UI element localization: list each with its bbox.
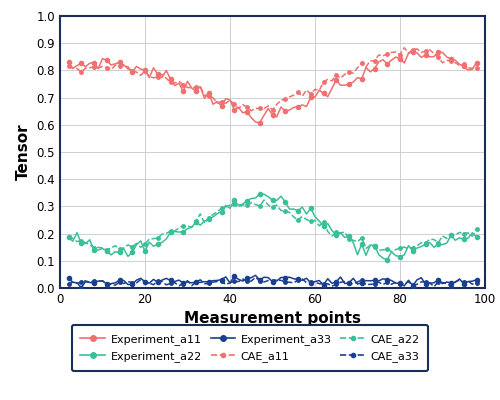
Legend: Experiment_a11, Experiment_a22, Experiment_a33, CAE_a11, CAE_a22, CAE_a33: Experiment_a11, Experiment_a22, Experime… xyxy=(72,325,428,371)
X-axis label: Measurement points: Measurement points xyxy=(184,312,361,326)
Y-axis label: Tensor: Tensor xyxy=(16,124,31,180)
